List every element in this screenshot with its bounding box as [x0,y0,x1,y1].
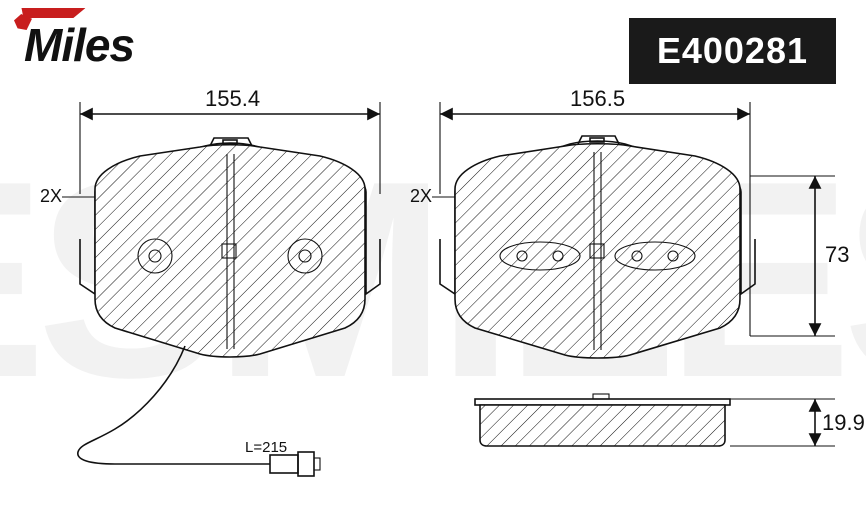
dim-height: 73 [825,242,849,267]
dim-thickness: 19.9 [822,410,865,435]
sku-badge: E400281 [629,18,836,84]
dim-width-right: 156.5 [570,86,625,111]
brand-logo: Miles [24,18,134,72]
dim-width-left: 155.4 [205,86,260,111]
qty-right: 2X [410,186,432,206]
sensor-wire [78,346,270,464]
brake-pad-left [78,138,380,476]
brake-pad-side-view [475,394,730,446]
header: Miles E400281 [0,0,866,84]
wire-length-label: L=215 [245,439,287,456]
brake-pad-right [440,136,755,358]
qty-left: 2X [40,186,62,206]
technical-drawing: 155.4 156.5 73 2X 2X L=215 [0,84,866,514]
